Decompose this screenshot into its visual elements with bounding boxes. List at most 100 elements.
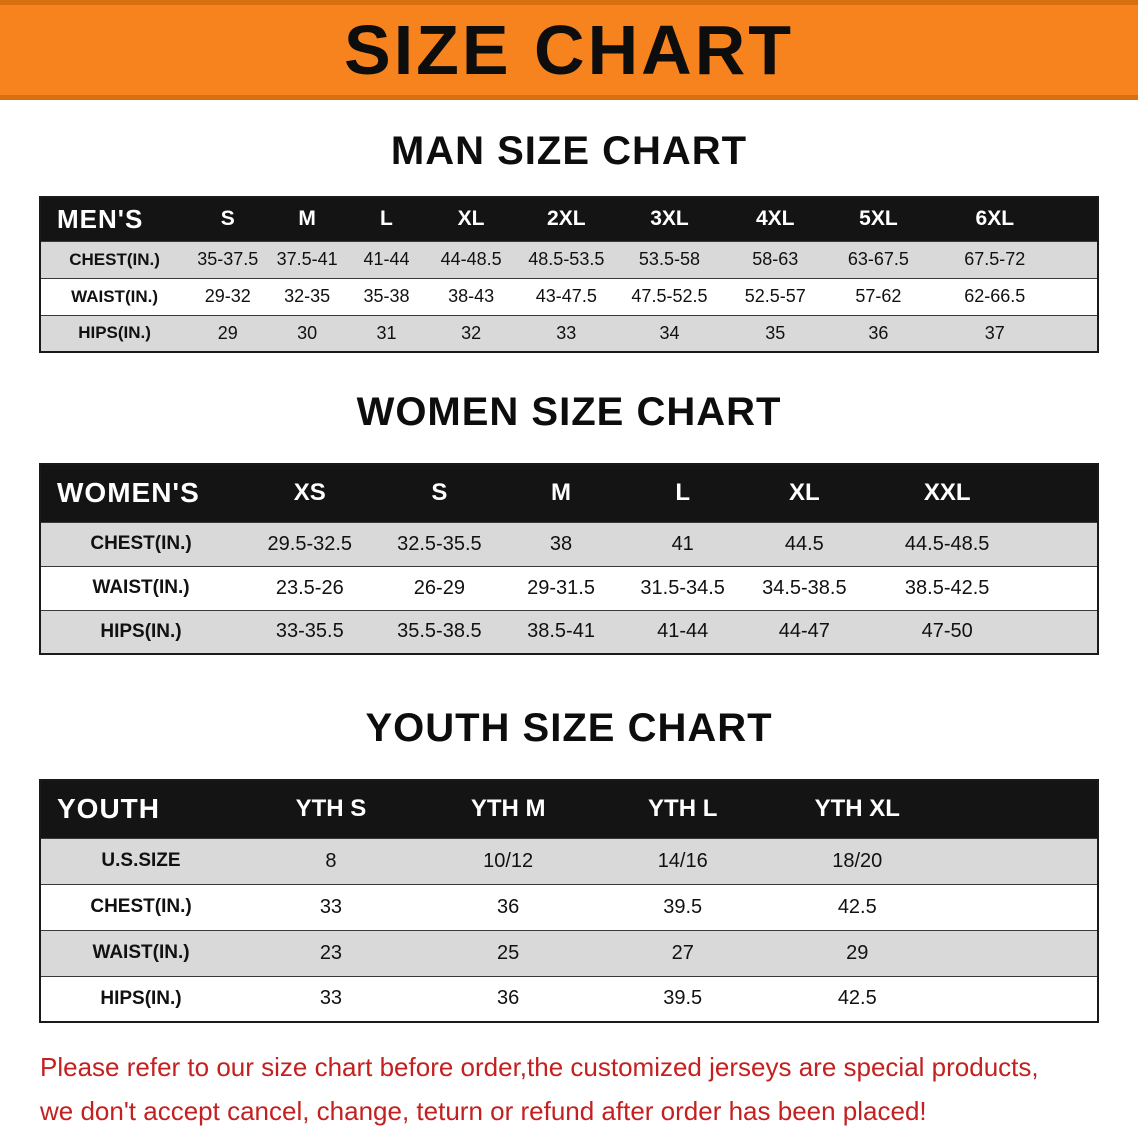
size-value: 44-47 — [778, 620, 830, 643]
size-value: 39.5 — [663, 895, 703, 918]
size-col-header: L — [346, 197, 427, 241]
size-col-header: 4XL — [722, 197, 829, 241]
size-col-header: YTH M — [420, 780, 596, 838]
size-value: 34.5-38.5 — [762, 576, 847, 599]
size-col-header: M — [267, 197, 347, 241]
size-value: 29-31.5 — [527, 576, 595, 599]
size-value: 35-37.5 — [197, 249, 259, 269]
row-label: CHEST(IN.) — [90, 533, 192, 554]
women-header-row: WOMEN'S XS S M L XL XXL — [40, 464, 1098, 522]
size-col-header: S — [378, 464, 501, 522]
size-value: 38.5-41 — [527, 620, 595, 643]
size-value: 10/12 — [483, 849, 534, 872]
size-col-header: 2XL — [516, 197, 617, 241]
size-col-header: YTH S — [241, 780, 421, 838]
size-value: 29 — [217, 322, 238, 343]
youth-section-heading: YOUTH SIZE CHART — [365, 706, 773, 750]
disclaimer-text: Please refer to our size chart before or… — [40, 1045, 1138, 1133]
size-value: 47-50 — [921, 620, 973, 643]
men-waist-row: WAIST(IN.) 29-32 32-35 35-38 38-43 43-47… — [40, 278, 1098, 315]
size-value: 31 — [376, 322, 397, 343]
table-filler — [945, 838, 1098, 884]
size-value: 36 — [868, 322, 889, 343]
banner: SIZE CHART — [0, 0, 1138, 100]
size-value: 14/16 — [657, 849, 708, 872]
size-col-header: 6XL — [928, 197, 1061, 241]
size-value: 29-32 — [204, 286, 251, 306]
size-col-header: XL — [743, 464, 866, 522]
men-table-title: MEN'S — [40, 197, 189, 241]
row-label: HIPS(IN.) — [100, 620, 182, 642]
size-col-header: L — [621, 464, 744, 522]
size-value: 38 — [549, 532, 573, 555]
size-value: 44.5 — [784, 532, 824, 555]
size-value: 25 — [497, 941, 520, 964]
size-col-header: XS — [241, 464, 379, 522]
youth-waist-row: WAIST(IN.) 23 25 27 29 — [40, 930, 1098, 976]
size-value: 63-67.5 — [847, 249, 909, 269]
size-col-header: XL — [426, 197, 517, 241]
size-value: 31.5-34.5 — [640, 576, 725, 599]
size-value: 35 — [765, 322, 786, 343]
size-value: 26-29 — [413, 576, 465, 599]
table-filler — [1029, 610, 1098, 654]
size-value: 32 — [461, 322, 482, 343]
table-filler — [1029, 464, 1098, 522]
row-label: CHEST(IN.) — [69, 249, 160, 269]
size-value: 58-63 — [752, 249, 799, 269]
men-hips-row: HIPS(IN.) 29 30 31 32 33 34 35 36 37 — [40, 315, 1098, 352]
youth-section: YOUTH SIZE CHART YOUTH YTH S YTH M YTH L… — [0, 707, 1138, 1023]
size-value: 35-38 — [363, 286, 410, 306]
size-col-header: S — [188, 197, 268, 241]
disclaimer-line-2: we don't accept cancel, change, teturn o… — [40, 1096, 927, 1127]
size-value: 62-66.5 — [964, 286, 1026, 306]
men-section: MAN SIZE CHART MEN'S S M L XL 2XL 3XL 4X… — [0, 130, 1138, 353]
disclaimer-line-1: Please refer to our size chart before or… — [40, 1052, 1039, 1082]
size-col-header: 3XL — [616, 197, 723, 241]
youth-size-table: YOUTH YTH S YTH M YTH L YTH XL U.S.SIZE … — [39, 779, 1099, 1023]
youth-table-title: YOUTH — [40, 780, 242, 838]
size-value: 52.5-57 — [744, 286, 806, 306]
size-value: 32.5-35.5 — [397, 532, 482, 555]
size-value: 67.5-72 — [964, 249, 1026, 269]
row-label: WAIST(IN.) — [92, 577, 190, 598]
size-value: 57-62 — [855, 286, 902, 306]
size-col-header: YTH XL — [770, 780, 945, 838]
row-label: HIPS(IN.) — [78, 323, 151, 343]
size-value: 42.5 — [837, 895, 877, 918]
women-section: WOMEN SIZE CHART WOMEN'S XS S M L XL XXL — [0, 391, 1138, 655]
table-filler — [1029, 522, 1098, 566]
row-label: U.S.SIZE — [101, 850, 181, 871]
row-label: WAIST(IN.) — [71, 286, 158, 306]
size-value: 41-44 — [363, 249, 410, 269]
size-value: 44-48.5 — [440, 249, 502, 269]
table-filler — [945, 976, 1098, 1022]
size-col-header: YTH L — [595, 780, 770, 838]
youth-ussize-row: U.S.SIZE 8 10/12 14/16 18/20 — [40, 838, 1098, 884]
size-value: 8 — [325, 849, 337, 872]
men-header-row: MEN'S S M L XL 2XL 3XL 4XL 5XL 6XL — [40, 197, 1098, 241]
table-filler — [1060, 197, 1098, 241]
women-hips-row: HIPS(IN.) 33-35.5 35.5-38.5 38.5-41 41-4… — [40, 610, 1098, 654]
size-value: 36 — [497, 987, 520, 1010]
table-filler — [945, 884, 1098, 930]
table-filler — [1061, 315, 1098, 352]
size-value: 42.5 — [837, 987, 877, 1010]
men-chest-row: CHEST(IN.) 35-37.5 37.5-41 41-44 44-48.5… — [40, 241, 1098, 278]
size-value: 47.5-52.5 — [631, 286, 708, 306]
women-table-title: WOMEN'S — [40, 464, 242, 522]
women-section-heading: WOMEN SIZE CHART — [356, 390, 782, 434]
row-label: CHEST(IN.) — [90, 896, 192, 917]
men-section-heading: MAN SIZE CHART — [390, 129, 748, 173]
size-col-header: 5XL — [828, 197, 929, 241]
size-value: 34 — [659, 322, 680, 343]
women-size-table: WOMEN'S XS S M L XL XXL CHEST(IN.) 29.5-… — [39, 463, 1099, 655]
size-value: 23 — [319, 941, 343, 964]
size-value: 37.5-41 — [276, 249, 338, 269]
men-size-table: MEN'S S M L XL 2XL 3XL 4XL 5XL 6XL CHEST… — [39, 196, 1099, 353]
size-col-header: M — [500, 464, 622, 522]
row-label: WAIST(IN.) — [92, 942, 190, 963]
size-value: 32-35 — [284, 286, 331, 306]
table-filler — [945, 930, 1098, 976]
